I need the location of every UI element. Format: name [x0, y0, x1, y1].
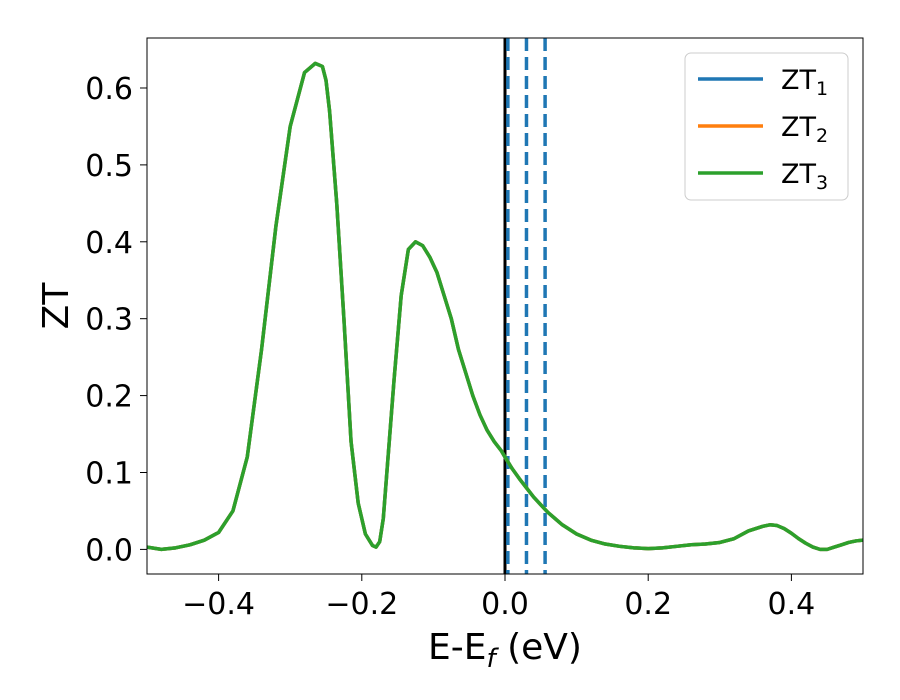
legend-label-1: ZT1 [781, 65, 828, 100]
x-tick-label: 0.2 [624, 587, 672, 622]
y-tick-label: 0.1 [85, 456, 133, 491]
y-tick-label: 0.6 [85, 72, 133, 107]
y-tick-label: 0.3 [85, 303, 133, 338]
y-tick-label: 0.0 [85, 533, 133, 568]
y-tick-label: 0.2 [85, 380, 133, 415]
legend-label-2: ZT2 [781, 112, 828, 147]
x-tick-label: −0.4 [182, 587, 255, 622]
y-tick-label: 0.5 [85, 149, 133, 184]
legend-frame [684, 52, 849, 201]
legend: ZT1 ZT2 ZT3 [684, 52, 849, 201]
reference-lines [503, 38, 547, 574]
legend-label-3: ZT3 [781, 159, 828, 194]
x-tick-label: 0.0 [481, 587, 529, 622]
y-axis: 0.0 0.1 0.2 0.3 0.4 0.5 0.6 [85, 72, 147, 568]
x-axis-label: E-Ef (eV) [428, 627, 582, 674]
x-tick-label: 0.4 [768, 587, 816, 622]
x-tick-label: −0.2 [325, 587, 398, 622]
y-axis-label: ZT [36, 282, 77, 330]
series-lines [147, 61, 863, 552]
series-line-3 [147, 61, 863, 552]
y-tick-label: 0.4 [85, 226, 133, 261]
x-axis: −0.4 −0.2 0.0 0.2 0.4 [182, 574, 815, 622]
